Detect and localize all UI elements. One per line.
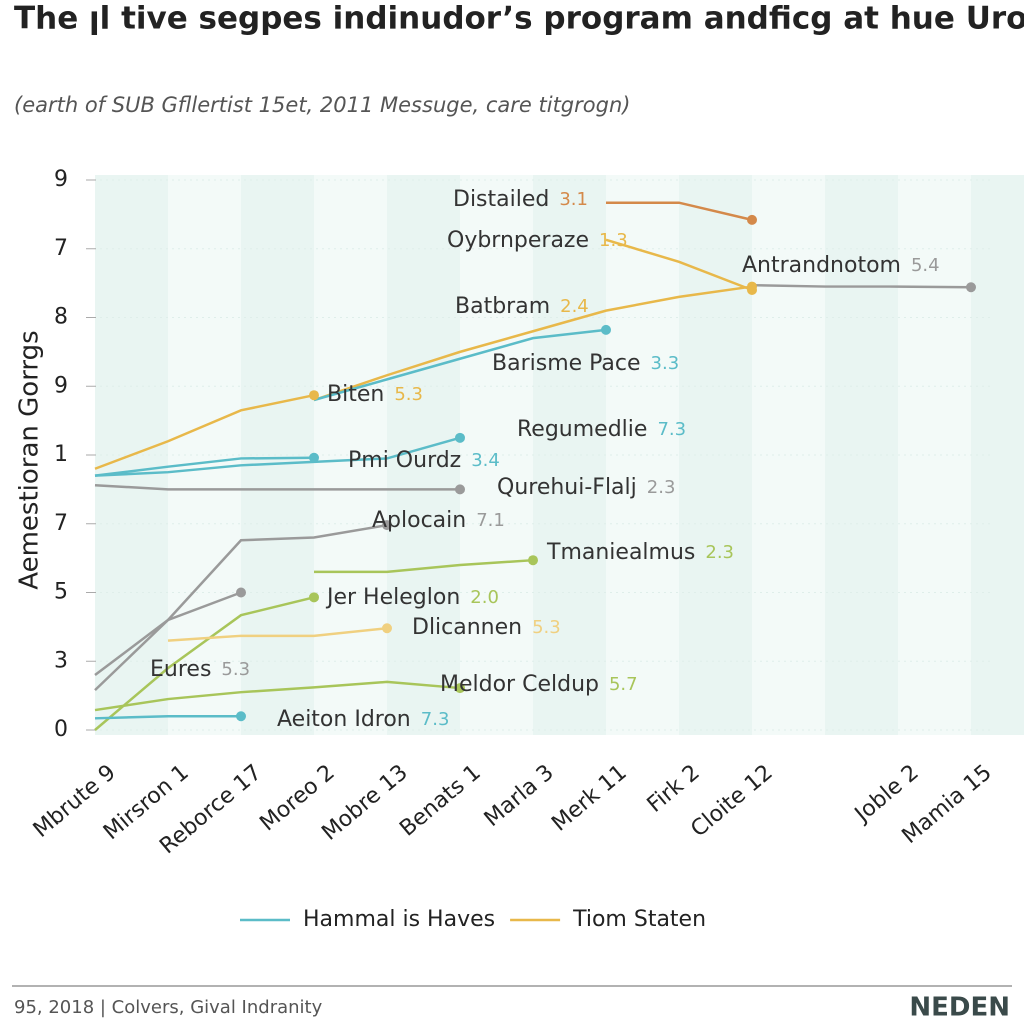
series-label: Aplocain — [372, 508, 466, 533]
plot-stripe — [971, 175, 1024, 735]
series-label: Aeiton Idron — [277, 707, 411, 732]
series-end-point — [455, 432, 465, 443]
series-value-label: 2.4 — [560, 296, 589, 317]
series-value-label: 7.3 — [657, 419, 686, 440]
x-tick-label: Marla 3 — [480, 760, 559, 832]
series-value-label: 7.3 — [421, 709, 450, 730]
series-end-point — [382, 623, 392, 634]
x-tick-label: Merk 11 — [547, 760, 631, 837]
series-value-label: 5.3 — [221, 659, 250, 680]
x-tick-label: Cloite 12 — [686, 760, 777, 842]
series-label: Meldor Celdup — [440, 672, 599, 697]
series-label: Antrandnotom — [742, 253, 901, 278]
series-label: Jer Heleglon — [325, 585, 460, 610]
y-tick-label: 1 — [54, 442, 68, 467]
series-line — [94, 591, 242, 676]
series-line — [94, 523, 388, 692]
series-end-point — [309, 452, 319, 463]
series-label: Dlicannen — [412, 615, 522, 640]
plot-stripe — [241, 175, 314, 735]
series-value-label: 2.3 — [705, 542, 734, 563]
series-line — [94, 596, 315, 731]
x-tick-label: Benats 1 — [395, 760, 485, 842]
plot-stripe — [679, 175, 752, 735]
series-label: Regumedlie — [517, 417, 647, 442]
series-value-label: 3.1 — [559, 189, 588, 210]
plot-stripe — [752, 175, 825, 735]
series-line — [606, 201, 753, 222]
series-value-label: 2.3 — [647, 477, 676, 498]
series-line — [605, 238, 753, 292]
series-end-point — [528, 555, 538, 566]
series-end-point — [309, 592, 319, 603]
y-axis-label: Aemestioran Gorrgs — [15, 330, 45, 589]
series-line — [94, 436, 461, 477]
footer: 95, 2018 | Colvers, Gival Indranity — [14, 997, 323, 1018]
series-end-point — [455, 683, 465, 694]
series-value-label: 7.1 — [476, 510, 505, 531]
y-tick-label: 9 — [54, 167, 68, 192]
series-label: Barisme Pace — [492, 351, 641, 376]
series-line — [94, 715, 241, 720]
plot-stripe — [606, 175, 679, 735]
series-label: Oybrnperaze — [447, 228, 589, 253]
series-label: Tmaniealmus — [546, 540, 695, 565]
y-tick-label: 7 — [54, 236, 68, 261]
series-line — [94, 456, 315, 477]
legend-label: Hammal is Haves — [303, 907, 495, 932]
y-tick-label: 7 — [54, 511, 68, 536]
series-line — [751, 283, 972, 289]
plot-stripe — [314, 175, 387, 735]
series-line — [314, 558, 534, 574]
series-label: Eures — [150, 657, 211, 682]
series-value-label: 1.3 — [599, 230, 628, 251]
series-end-point — [966, 282, 976, 293]
series-label: Qurehui-Flalj — [497, 475, 637, 500]
series-line — [94, 680, 461, 712]
series-end-point — [236, 587, 246, 598]
y-tick-label: 9 — [54, 373, 68, 398]
series-value-label: 5.3 — [394, 384, 423, 405]
series-value-label: 3.3 — [651, 353, 680, 374]
chart-title: The ꞁl tive segpes indinudor’s program a… — [14, 1, 1024, 37]
series-value-label: 3.4 — [471, 450, 500, 471]
series-line — [167, 627, 388, 642]
series-line — [313, 328, 607, 402]
series-label: Distailed — [453, 187, 549, 212]
plot-stripe — [825, 175, 898, 735]
y-tick-label: 0 — [54, 717, 68, 742]
series-value-label: 5.4 — [911, 255, 940, 276]
series-label: Batbram — [455, 294, 550, 319]
chart-subtitle: (earth of SUB Gfllertist 15et, 2011 Mess… — [14, 93, 630, 117]
legend-label: Tiom Staten — [572, 907, 706, 932]
y-tick-label: 3 — [54, 648, 68, 673]
brand: NEDEN — [909, 993, 1010, 1023]
series-end-point — [747, 214, 757, 225]
series-value-label: 5.3 — [532, 617, 561, 638]
series-end-point — [747, 281, 757, 292]
series-end-point — [455, 484, 465, 495]
series-end-point — [382, 520, 392, 531]
series-end-point — [236, 711, 246, 722]
series-end-point — [309, 390, 319, 401]
series-line — [94, 484, 460, 491]
y-tick-label: 5 — [54, 580, 68, 605]
series-label: Pmi Ourdz — [348, 448, 461, 473]
series-line — [313, 285, 753, 402]
x-tick-label: Firk 2 — [643, 760, 705, 818]
series-value-label: 5.7 — [609, 674, 638, 695]
series-value-label: 2.0 — [470, 587, 499, 608]
series-label: Biten — [327, 382, 384, 407]
series-line — [94, 393, 315, 470]
series-end-point — [601, 324, 611, 335]
y-tick-label: 8 — [54, 305, 68, 330]
